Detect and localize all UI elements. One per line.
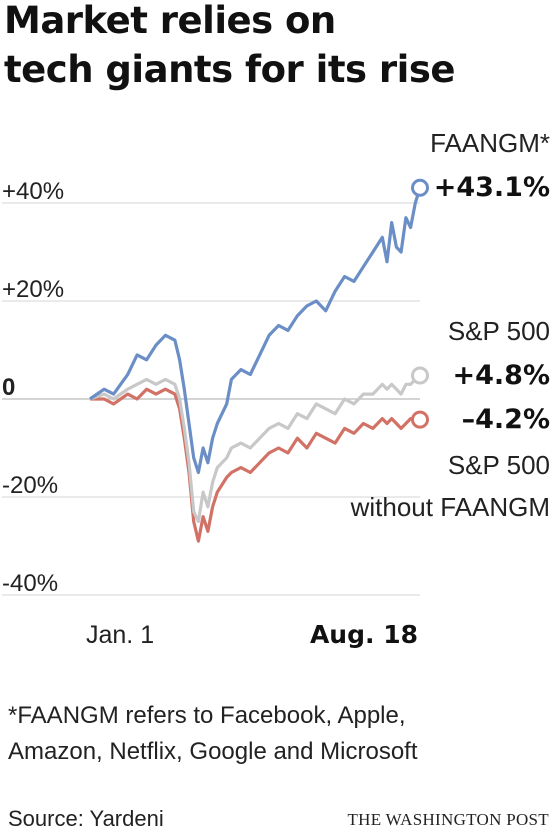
series-end-marker-2 xyxy=(411,410,429,429)
publisher-credit: THE WASHINGTON POST xyxy=(347,810,549,829)
series-name-2: S&P 500 without FAANGM xyxy=(350,450,550,522)
series-name-1: S&P 500 xyxy=(448,316,550,346)
series-line-2 xyxy=(90,387,421,543)
y-tick-label-2: 0 xyxy=(2,374,15,401)
grid-lines xyxy=(2,202,420,596)
series-end-value-2: –4.2% xyxy=(462,404,550,435)
y-axis-tick-labels: +40% +20% 0 -20% -40% xyxy=(2,178,64,597)
x-axis-tick-labels: Jan. 1 Aug. 18 xyxy=(86,620,418,649)
series-line-0 xyxy=(89,187,422,475)
footnote-line-2: Amazon, Netflix, Google and Microsoft xyxy=(8,738,418,765)
footnote-line-1: *FAANGM refers to Facebook, Apple, xyxy=(8,702,406,729)
y-tick-label-4: -40% xyxy=(2,570,58,597)
source-note: Source: Yardeni xyxy=(8,806,164,831)
chart-title: Market relies on tech giants for its ris… xyxy=(4,0,455,94)
series-lines xyxy=(89,178,429,543)
series-end-marker-1 xyxy=(411,366,429,385)
y-tick-label-0: +40% xyxy=(2,178,64,205)
series-labels: FAANGM* +43.1% S&P 500 +4.8% S&P 500 without … xyxy=(350,128,550,522)
x-tick-label-start: Jan. 1 xyxy=(86,621,154,649)
series-end-value-1: +4.8% xyxy=(452,360,550,391)
chart-title-line-2: tech giants for its rise xyxy=(4,48,455,91)
series-line-1 xyxy=(89,374,422,524)
y-tick-label-3: -20% xyxy=(2,472,58,499)
chart-title-line-1: Market relies on xyxy=(4,0,336,42)
y-tick-label-1: +20% xyxy=(2,276,64,303)
line-chart: +40% +20% 0 -20% -40% Jan. 1 Aug. 18 FAANGM*… xyxy=(2,128,550,649)
series-end-marker-0 xyxy=(411,178,429,197)
series-name-0: FAANGM* xyxy=(430,128,550,158)
footnote: *FAANGM refers to Facebook, Apple, Amazo… xyxy=(8,698,418,770)
series-end-value-0: +43.1% xyxy=(434,172,550,203)
x-tick-label-end: Aug. 18 xyxy=(310,620,418,649)
